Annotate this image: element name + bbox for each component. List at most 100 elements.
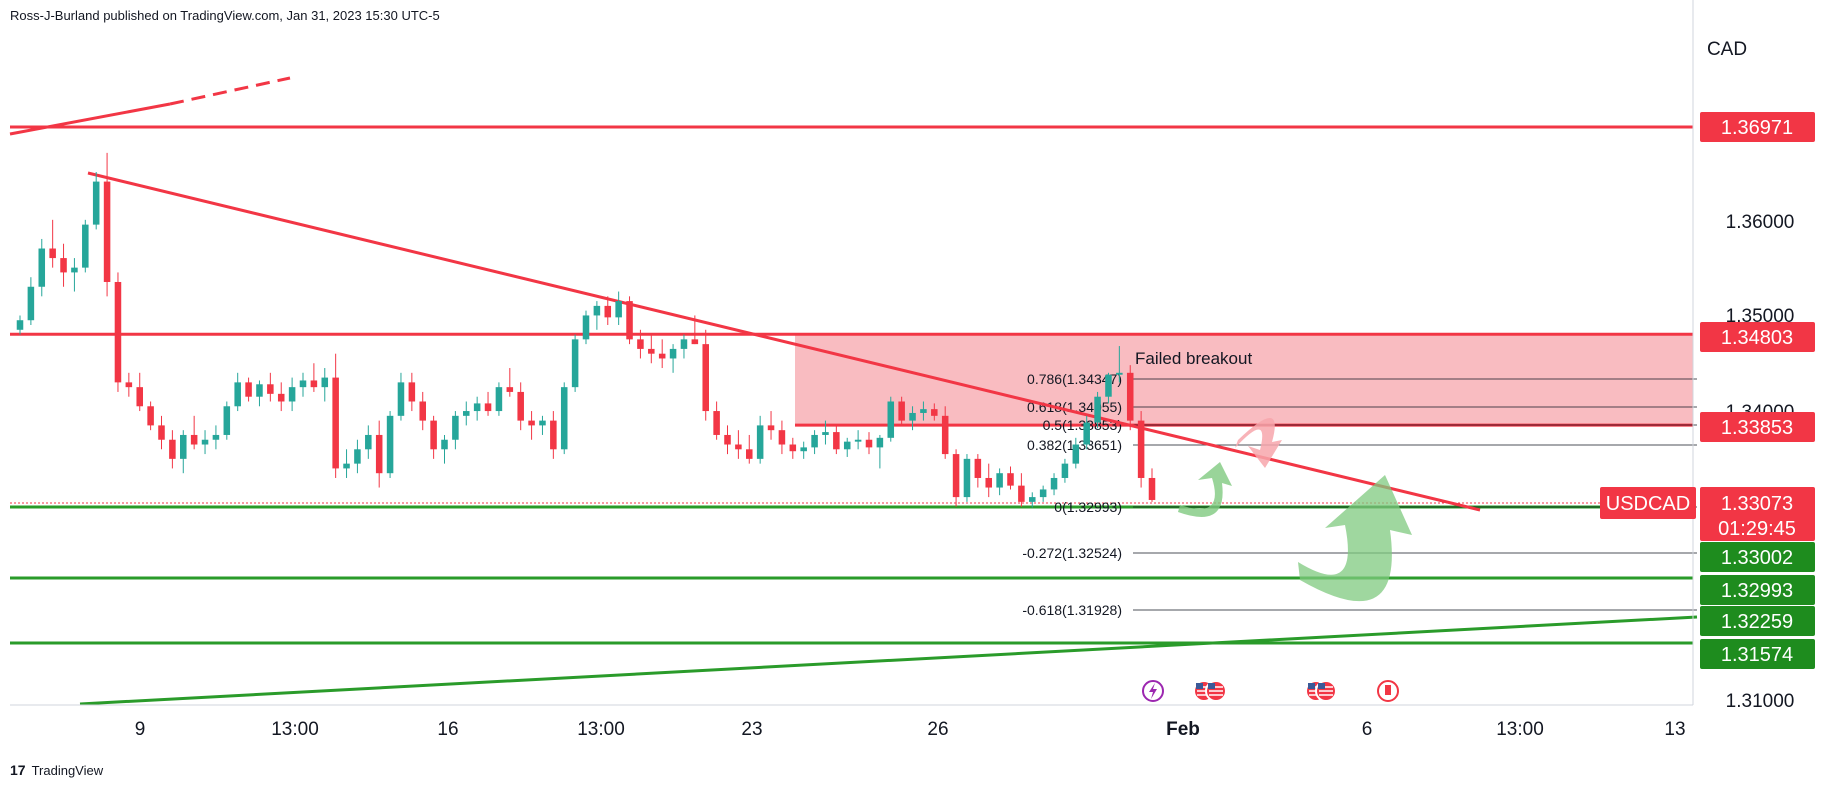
- candle-body: [1137, 420, 1145, 478]
- upper-trendline-projection: [169, 76, 291, 106]
- x-tick-label: 13:00: [1496, 719, 1544, 740]
- candle-body: [201, 439, 209, 445]
- candle-body: [1148, 477, 1156, 500]
- brand-footer: 17 TradingView: [10, 762, 103, 778]
- candle-body: [386, 415, 394, 474]
- candle-body: [833, 432, 840, 450]
- y-tick-label: 1.36000: [1726, 212, 1795, 233]
- x-tick-label: 13: [1664, 719, 1685, 740]
- candle-body: [963, 458, 971, 498]
- candle-body: [550, 420, 557, 450]
- candle-body: [571, 339, 579, 388]
- current-price-label: 1.33073: [1721, 493, 1793, 515]
- candle-body: [1094, 396, 1101, 423]
- candle-body: [1018, 485, 1025, 502]
- flag-canton: [1208, 683, 1215, 689]
- price-tag: [1700, 639, 1815, 669]
- candle-body: [702, 344, 709, 412]
- candle-body: [996, 473, 1003, 488]
- price-tag: [1700, 575, 1815, 605]
- candle-body: [299, 380, 307, 388]
- candle-body: [517, 391, 524, 421]
- candle-body: [234, 382, 241, 407]
- fib-level-label: 0(1.32993): [1054, 499, 1122, 515]
- candle-body: [560, 387, 568, 450]
- upper-trendline: [9, 102, 171, 136]
- candle-body: [397, 382, 405, 416]
- x-tick-label: 13:00: [271, 719, 319, 740]
- candle-body: [288, 387, 296, 402]
- candle-body: [637, 339, 644, 349]
- candle-body: [811, 434, 818, 448]
- price-tag-label: 1.34803: [1721, 327, 1793, 349]
- candle-body: [920, 409, 927, 413]
- candle-body: [735, 444, 742, 450]
- candle-body: [1007, 473, 1014, 486]
- candle-body: [778, 430, 786, 445]
- candle-body: [626, 301, 633, 340]
- candle-body: [909, 412, 916, 421]
- candle-body: [408, 382, 416, 402]
- price-tag: [1700, 542, 1815, 572]
- fib-level-label: -0.618(1.31928): [1022, 602, 1122, 618]
- candle-body: [713, 411, 720, 435]
- candle-body: [604, 305, 612, 318]
- candle-body: [419, 401, 426, 421]
- candle-body: [321, 377, 329, 388]
- candle-body: [931, 409, 938, 416]
- tradingview-logo-icon: 17: [10, 762, 26, 778]
- candle-body: [1105, 374, 1112, 397]
- candle-body: [941, 415, 949, 455]
- price-tag-label: 1.33002: [1721, 547, 1793, 569]
- candle-body: [484, 403, 492, 412]
- candle-body: [16, 320, 24, 330]
- candle-body: [1072, 444, 1080, 464]
- candle-body: [277, 393, 285, 402]
- candle-body: [1083, 422, 1090, 445]
- price-tag: [1700, 412, 1815, 442]
- candle-body: [310, 380, 318, 388]
- candle-body: [223, 406, 231, 435]
- brand-name[interactable]: TradingView: [31, 762, 104, 778]
- y-tick-label: 1.31000: [1726, 691, 1795, 712]
- candle-body: [92, 181, 100, 225]
- price-chart[interactable]: 0.786(1.34347)0.618(1.34055)0.5(1.33853)…: [0, 0, 1823, 760]
- price-tag: [1700, 322, 1815, 352]
- flag-canton: [1308, 683, 1315, 689]
- bearish-curved-arrow-icon: [1235, 417, 1282, 468]
- candle-body: [136, 387, 143, 407]
- price-tag-label: 1.31574: [1721, 644, 1793, 666]
- candle-body: [38, 248, 46, 287]
- candle-body: [256, 384, 263, 397]
- descending-trendline: [87, 171, 1481, 512]
- price-tag-label: 1.32993: [1721, 580, 1793, 602]
- candle-body: [27, 286, 35, 321]
- publisher-credit: Ross-J-Burland published on TradingView.…: [10, 8, 440, 23]
- price-tag-label: 1.32259: [1721, 611, 1793, 633]
- fib-level-label: 0.786(1.34347): [1027, 371, 1122, 387]
- candle-body: [441, 439, 448, 450]
- candle-body: [658, 353, 666, 359]
- candle-body: [430, 420, 437, 450]
- candle-body: [365, 434, 372, 450]
- candle-body: [593, 305, 601, 316]
- candle-body: [1126, 372, 1134, 421]
- candle-body: [1050, 477, 1058, 490]
- x-tick-label: 6: [1362, 719, 1373, 740]
- candle-body: [528, 420, 535, 426]
- candle-body: [767, 425, 775, 431]
- candle-body: [506, 387, 514, 392]
- candle-body: [724, 434, 731, 445]
- candle-body: [452, 415, 459, 440]
- candle-body: [800, 447, 807, 452]
- candle-body: [245, 382, 252, 397]
- fib-level-label: -0.272(1.32524): [1022, 545, 1122, 561]
- fib-level-label: 0.5(1.33853): [1043, 417, 1122, 433]
- candle-body: [898, 401, 905, 421]
- candle-body: [865, 439, 873, 448]
- candle-body: [822, 432, 829, 435]
- candle-body: [746, 449, 753, 459]
- x-tick-label: 23: [741, 719, 762, 740]
- flag-canton: [1318, 683, 1325, 689]
- flag-canton: [1196, 683, 1203, 689]
